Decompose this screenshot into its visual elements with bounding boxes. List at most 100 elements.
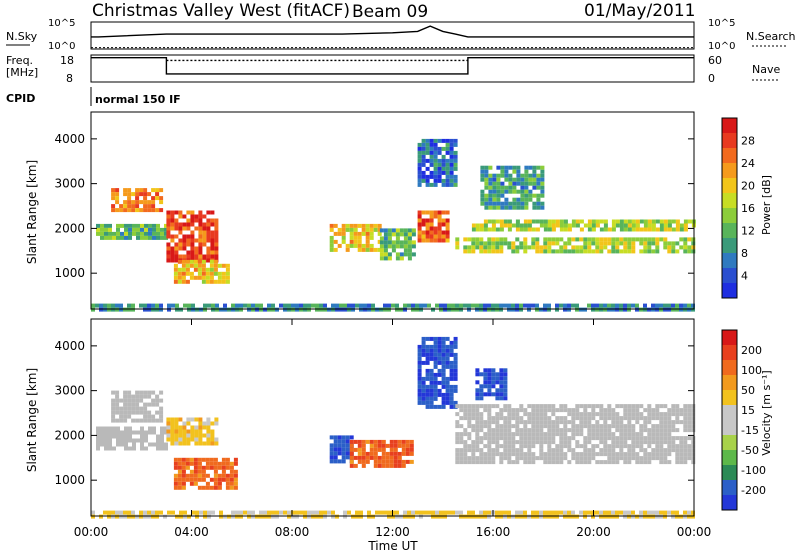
- scatter-cell: [335, 307, 339, 312]
- scatter-cell: [349, 435, 354, 440]
- scatter-cell: [365, 247, 370, 252]
- scatter-cell: [471, 223, 476, 228]
- scatter-cell: [647, 408, 652, 413]
- scatter-cell: [491, 456, 496, 461]
- scatter-cell: [487, 404, 492, 409]
- scatter-cell: [329, 223, 334, 228]
- scatter-cell: [559, 448, 564, 453]
- scatter-cell: [206, 230, 211, 235]
- scatter-cell: [691, 412, 696, 417]
- scatter-cell: [507, 510, 511, 515]
- scatter-cell: [587, 237, 592, 242]
- scatter-cell: [487, 408, 492, 413]
- scatter-cell: [421, 174, 426, 179]
- scatter-cell: [417, 174, 422, 179]
- scatter-cell: [587, 241, 592, 246]
- scatter-cell: [329, 243, 334, 248]
- scatter-cell: [511, 440, 516, 445]
- scatter-cell: [107, 303, 111, 308]
- scatter-cell: [595, 223, 600, 228]
- scatter-cell: [135, 410, 140, 415]
- scatter-cell: [225, 481, 230, 486]
- scatter-cell: [387, 236, 392, 241]
- scatter-cell: [555, 237, 560, 242]
- scatter-cell: [659, 227, 664, 232]
- scatter-cell: [651, 514, 655, 519]
- x-tick-label: 00:00: [677, 525, 712, 539]
- scatter-cell: [429, 368, 434, 373]
- scatter-cell: [647, 428, 652, 433]
- scatter-cell: [425, 234, 430, 239]
- scatter-cell: [211, 303, 215, 308]
- scatter-cell: [455, 237, 460, 242]
- scatter-cell: [555, 428, 560, 433]
- scatter-cell: [186, 242, 191, 247]
- scatter-cell: [524, 169, 529, 174]
- scatter-cell: [399, 244, 404, 249]
- scatter-cell: [225, 457, 230, 462]
- scatter-cell: [495, 245, 500, 250]
- scatter-cell: [579, 416, 584, 421]
- scatter-cell: [445, 142, 450, 147]
- scatter-cell: [441, 384, 446, 389]
- scatter-cell: [651, 432, 656, 437]
- scatter-cell: [475, 223, 480, 228]
- scatter-cell: [206, 250, 211, 255]
- scatter-cell: [543, 510, 547, 515]
- scatter-cell: [333, 439, 338, 444]
- scatter-cell: [160, 442, 164, 447]
- scatter-cell: [144, 438, 148, 443]
- scatter-cell: [341, 231, 346, 236]
- scatter-cell: [663, 428, 668, 433]
- scatter-cell: [449, 166, 454, 171]
- scatter-cell: [421, 146, 426, 151]
- scatter-cell: [488, 181, 493, 186]
- scatter-cell: [567, 307, 571, 312]
- scatter-cell: [425, 352, 430, 357]
- scatter-cell: [231, 510, 235, 515]
- scatter-cell: [99, 303, 103, 308]
- scatter-cell: [575, 303, 579, 308]
- scatter-cell: [691, 428, 696, 433]
- scatter-cell: [210, 421, 215, 426]
- scatter-cell: [385, 463, 390, 468]
- scatter-cell: [484, 197, 489, 202]
- scatter-cell: [425, 348, 430, 353]
- scatter-cell: [425, 230, 430, 235]
- scatter-cell: [144, 223, 148, 228]
- scatter-cell: [425, 404, 430, 409]
- scatter-cell: [128, 434, 132, 439]
- scatter-cell: [421, 360, 426, 365]
- scatter-cell: [508, 173, 513, 178]
- scatter-cell: [197, 465, 202, 470]
- scatter-cell: [583, 424, 588, 429]
- scatter-cell: [536, 185, 541, 190]
- scatter-cell: [691, 307, 695, 312]
- scatter-cell: [671, 241, 676, 246]
- scatter-cell: [345, 455, 350, 460]
- scatter-cell: [631, 448, 636, 453]
- scatter-cell: [127, 510, 131, 515]
- scatter-cell: [495, 376, 500, 381]
- scatter-cell: [337, 231, 342, 236]
- scatter-cell: [523, 424, 528, 429]
- scatter-cell: [174, 242, 179, 247]
- scatter-cell: [399, 232, 404, 237]
- scatter-cell: [178, 417, 183, 422]
- scatter-cell: [643, 245, 648, 250]
- scatter-cell: [599, 408, 604, 413]
- scatter-cell: [643, 307, 647, 312]
- scatter-cell: [487, 307, 491, 312]
- scatter-cell: [174, 218, 179, 223]
- scatter-cell: [433, 352, 438, 357]
- scatter-cell: [337, 435, 342, 440]
- scatter-cell: [329, 443, 334, 448]
- scatter-cell: [675, 249, 680, 254]
- scatter-cell: [675, 219, 680, 224]
- scatter-cell: [531, 514, 535, 519]
- scatter-cell: [445, 344, 450, 349]
- scatter-cell: [303, 307, 307, 312]
- scatter-cell: [443, 307, 447, 312]
- scatter-cell: [491, 404, 496, 409]
- scatter-cell: [221, 473, 226, 478]
